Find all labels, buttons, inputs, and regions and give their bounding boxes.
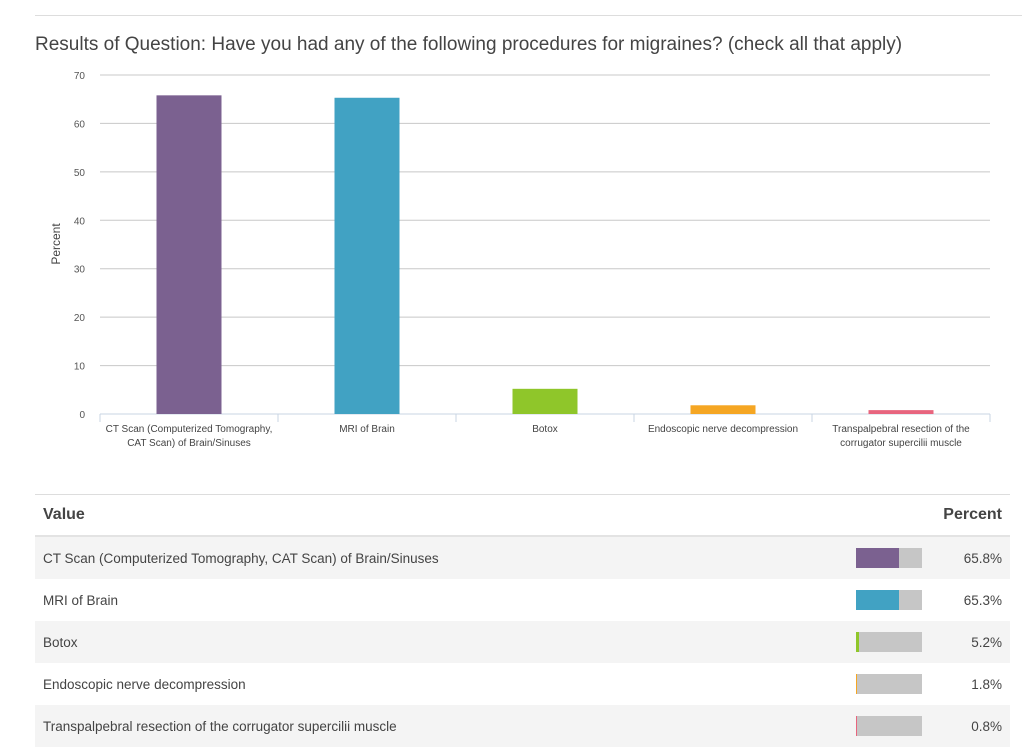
percent-bar — [856, 632, 922, 652]
percent-bar-fill — [856, 632, 860, 652]
row-label: Endoscopic nerve decompression — [43, 676, 246, 692]
percent-bar — [856, 674, 922, 694]
y-axis-label: Percent — [49, 223, 63, 265]
row-percent: 0.8% — [971, 718, 1002, 734]
table-row: Endoscopic nerve decompression 1.8% — [35, 663, 1010, 705]
y-tick-label: 70 — [74, 71, 86, 82]
x-tick-label: Transpalpebral resection of the — [832, 424, 970, 435]
bar[interactable] — [156, 95, 222, 414]
x-tick-label: CAT Scan) of Brain/Sinuses — [127, 438, 251, 449]
table-row: Transpalpebral resection of the corrugat… — [35, 705, 1010, 747]
bar[interactable] — [512, 388, 578, 414]
row-label: Transpalpebral resection of the corrugat… — [43, 718, 397, 734]
bar[interactable] — [868, 410, 934, 414]
header-value: Value — [43, 506, 85, 523]
x-tick-label: Botox — [532, 424, 558, 435]
y-tick-label: 0 — [79, 410, 85, 421]
y-tick-label: 10 — [74, 362, 86, 373]
row-percent: 65.8% — [963, 550, 1002, 566]
x-tick-label: MRI of Brain — [339, 424, 395, 435]
bar-chart: 0 10 20 30 40 50 60 70 Percent CT Scan (Computeri… — [49, 71, 991, 449]
row-percent: 1.8% — [971, 676, 1002, 692]
percent-bar — [856, 716, 922, 736]
percent-bar-fill — [856, 674, 858, 694]
row-percent: 65.3% — [963, 592, 1002, 608]
top-divider — [35, 15, 1022, 16]
table-row: MRI of Brain 65.3% — [35, 579, 1010, 621]
table-row: CT Scan (Computerized Tomography, CAT Sc… — [35, 537, 1010, 579]
header-percent: Percent — [943, 506, 1002, 523]
results-table: Value Percent CT Scan (Computerized Tomo… — [35, 494, 1010, 747]
percent-bar — [856, 590, 922, 610]
table-header: Value Percent — [35, 495, 1010, 537]
percent-bar-fill — [856, 548, 900, 568]
y-tick-label: 60 — [74, 119, 86, 130]
bar[interactable] — [690, 405, 756, 414]
row-label: MRI of Brain — [43, 592, 119, 608]
page-title: Results of Question: Have you had any of… — [35, 34, 903, 55]
y-tick-label: 40 — [74, 216, 86, 227]
row-label: Botox — [43, 634, 78, 650]
row-label: CT Scan (Computerized Tomography, CAT Sc… — [43, 550, 439, 566]
bar[interactable] — [334, 97, 400, 415]
x-tick-label: Endoscopic nerve decompression — [648, 424, 798, 435]
percent-bar-fill — [856, 716, 857, 736]
x-tick-label: CT Scan (Computerized Tomography, — [106, 424, 273, 435]
percent-bar-fill — [856, 590, 900, 610]
table-row: Botox 5.2% — [35, 621, 1010, 663]
x-tick-label: corrugator supercilii muscle — [840, 438, 962, 449]
percent-bar — [856, 548, 922, 568]
y-tick-label: 30 — [74, 265, 86, 276]
y-tick-label: 20 — [74, 313, 86, 324]
y-tick-label: 50 — [74, 168, 86, 179]
row-percent: 5.2% — [971, 634, 1002, 650]
